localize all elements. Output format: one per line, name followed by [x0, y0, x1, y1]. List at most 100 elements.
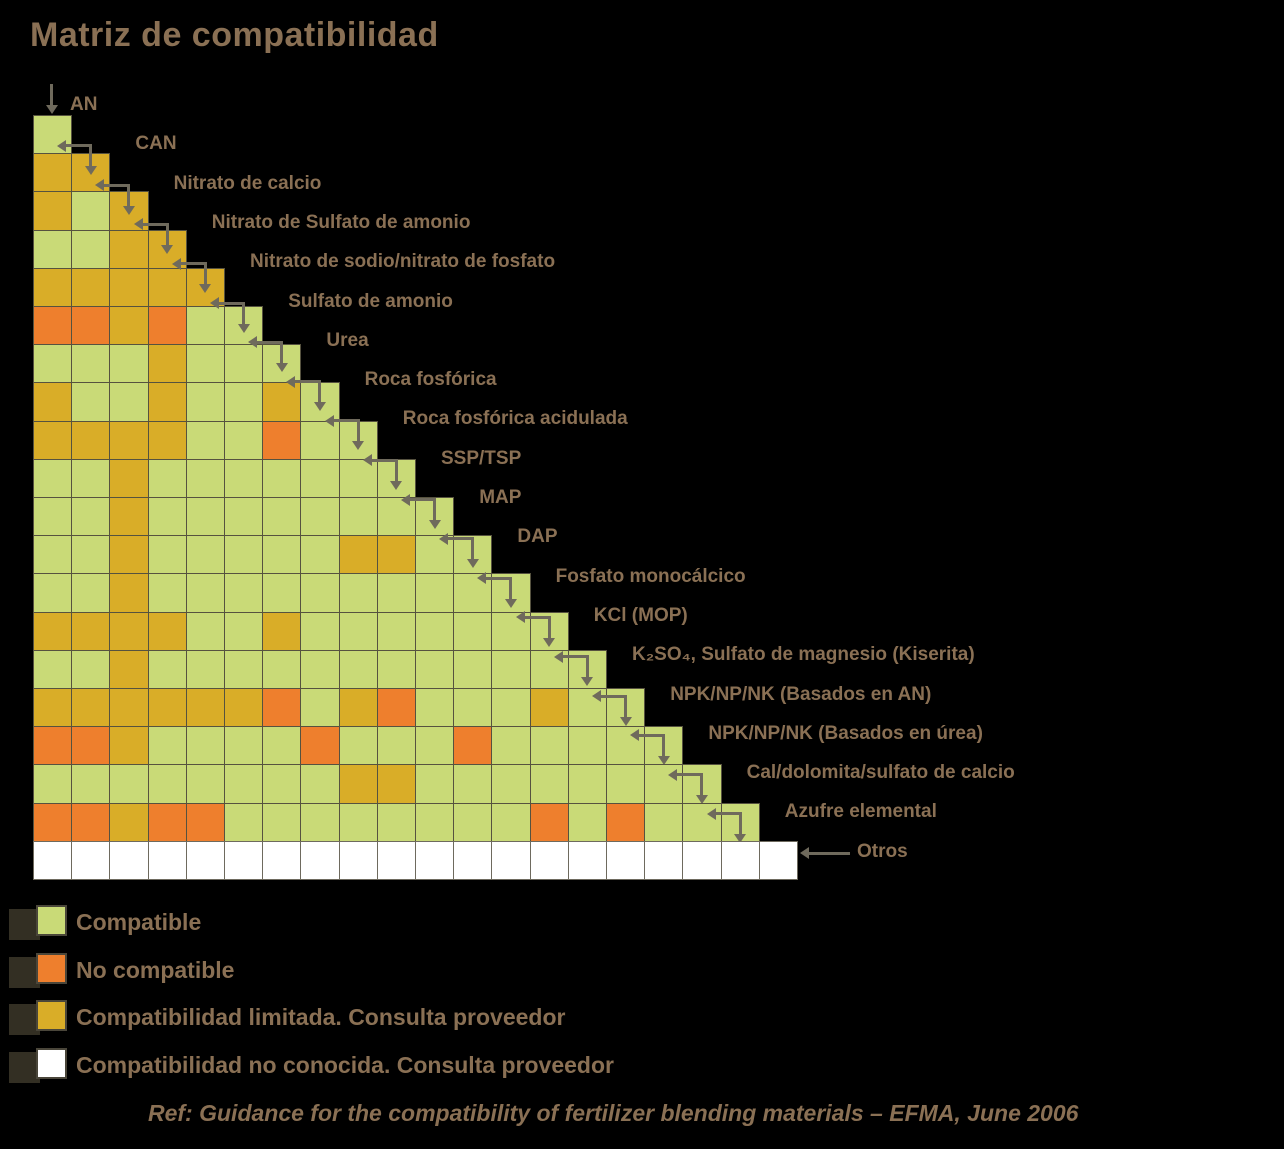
arrow-line: [409, 498, 436, 501]
matrix-cell: [33, 153, 73, 193]
matrix-cell: [491, 840, 531, 880]
arrow-left-icon: [477, 572, 487, 585]
matrix-cell: [300, 497, 340, 537]
matrix-cell: [71, 306, 111, 346]
matrix-cell: [529, 688, 569, 728]
matrix-cell: [71, 344, 111, 384]
matrix-cell: [185, 344, 225, 384]
matrix-cell: [147, 840, 187, 880]
matrix-cell: [338, 573, 378, 613]
arrow-line: [485, 576, 513, 580]
matrix-cell: [224, 802, 264, 842]
matrix-cell: [376, 649, 416, 689]
matrix-cell: [33, 573, 73, 613]
arrow-line: [141, 222, 169, 226]
matrix-cell: [300, 764, 340, 804]
matrix-cell: [109, 764, 149, 804]
matrix-cell: [224, 497, 264, 537]
material-label: NPK/NP/NK (Basados en AN): [670, 683, 932, 705]
arrow-line: [638, 733, 666, 737]
matrix-cell: [376, 611, 416, 651]
matrix-cell: [453, 611, 493, 651]
arrow-left-icon: [800, 847, 809, 860]
arrow-line: [318, 382, 322, 404]
matrix-cell: [491, 649, 531, 689]
matrix-cell: [71, 535, 111, 575]
arrow-line: [65, 144, 93, 148]
matrix-cell: [71, 267, 111, 307]
matrix-cell: [33, 726, 73, 766]
material-label: Otros: [857, 840, 908, 862]
arrow-line: [808, 851, 850, 855]
matrix-cell: [338, 688, 378, 728]
matrix-cell: [147, 573, 187, 613]
matrix-cell: [185, 573, 225, 613]
matrix-cell: [338, 802, 378, 842]
matrix-cell: [376, 497, 416, 537]
matrix-cell: [147, 344, 187, 384]
matrix-cell: [185, 688, 225, 728]
arrow-line: [433, 500, 436, 521]
material-label: K₂SO₄, Sulfato de magnesio (Kiserita): [632, 644, 975, 666]
arrow-left-icon: [286, 375, 296, 388]
matrix-cell: [147, 726, 187, 766]
arrow-line: [242, 303, 245, 325]
matrix-cell: [644, 840, 684, 880]
arrow-left-icon: [592, 690, 601, 702]
matrix-cell: [300, 611, 340, 651]
matrix-cell: [109, 497, 149, 537]
arrow-line: [600, 694, 627, 698]
matrix-cell: [109, 726, 149, 766]
arrow-left-icon: [95, 179, 105, 192]
matrix-cell: [109, 267, 149, 307]
material-label: CAN: [135, 133, 177, 155]
matrix-cell: [71, 688, 111, 728]
matrix-cell: [453, 649, 493, 689]
arrow-line: [585, 657, 589, 679]
matrix-cell: [33, 420, 73, 460]
matrix-cell: [529, 764, 569, 804]
matrix-cell: [606, 764, 646, 804]
arrow-down-icon: [84, 166, 97, 176]
matrix-cell: [147, 535, 187, 575]
arrow-left-icon: [210, 297, 219, 309]
matrix-cell: [376, 802, 416, 842]
matrix-cell: [109, 382, 149, 422]
material-label: Roca fosfórica acidulada: [402, 408, 628, 430]
matrix-cell: [109, 649, 149, 689]
matrix-cell: [262, 726, 302, 766]
footer-reference: Ref: Guidance for the compatibility of f…: [148, 1100, 1079, 1126]
material-label: Sulfato de amonio: [288, 290, 453, 312]
legend-swatch: [36, 952, 67, 984]
matrix-cell: [109, 573, 149, 613]
matrix-cell: [224, 420, 264, 460]
material-label: Nitrato de Sulfato de amonio: [211, 211, 471, 233]
arrow-left-icon: [133, 218, 143, 231]
matrix-cell: [185, 535, 225, 575]
matrix-cell: [71, 649, 111, 689]
matrix-cell: [33, 191, 73, 231]
matrix-cell: [529, 840, 569, 880]
matrix-cell: [262, 840, 302, 880]
arrow-left-icon: [668, 768, 678, 781]
arrow-line: [714, 812, 742, 816]
matrix-cell: [33, 497, 73, 537]
matrix-cell: [33, 611, 73, 651]
matrix-cell: [300, 458, 340, 498]
matrix-cell: [185, 649, 225, 689]
matrix-cell: [147, 802, 187, 842]
arrow-line: [370, 458, 398, 462]
matrix-cell: [262, 382, 302, 422]
arrow-down-icon: [313, 402, 326, 412]
arrow-left-icon: [706, 807, 716, 820]
material-label: MAP: [479, 487, 522, 508]
matrix-cell: [71, 497, 111, 537]
material-label: NPK/NP/NK (Basados en úrea): [708, 722, 983, 744]
matrix-cell: [606, 840, 646, 880]
arrow-line: [280, 342, 284, 364]
matrix-cell: [109, 535, 149, 575]
matrix-cell: [224, 611, 264, 651]
matrix-cell: [720, 840, 760, 880]
matrix-cell: [567, 726, 607, 766]
matrix-cell: [491, 726, 531, 766]
